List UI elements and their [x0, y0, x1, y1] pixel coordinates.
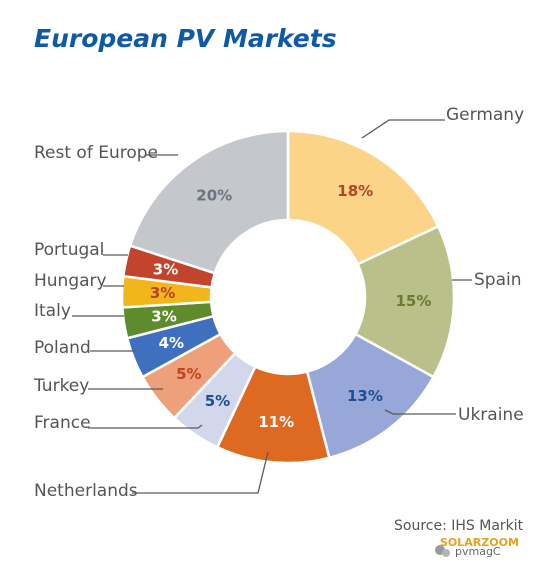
slice-germany: [286, 129, 440, 266]
chart-title: European PV Markets: [34, 24, 337, 53]
data-label-germany: 18%: [337, 182, 373, 200]
category-label-ukraine: Ukraine: [458, 405, 524, 425]
leader-line-france: [88, 424, 203, 429]
wechat-icon: [435, 545, 450, 557]
slice-spain: [353, 224, 456, 379]
data-label-italy: 3%: [151, 308, 176, 326]
watermark-account: pvmagC: [455, 545, 501, 558]
leader-line-netherlands: [132, 451, 269, 494]
category-label-hungary: Hungary: [34, 271, 107, 291]
category-label-rest-of-europe: Rest of Europe: [34, 143, 158, 163]
data-label-france: 5%: [205, 392, 230, 410]
data-label-ukraine: 13%: [347, 387, 383, 405]
category-label-turkey: Turkey: [33, 376, 89, 396]
data-label-rest-of-europe: 20%: [196, 186, 232, 204]
category-label-spain: Spain: [474, 270, 522, 290]
data-label-hungary: 3%: [150, 284, 175, 302]
category-label-germany: Germany: [446, 105, 524, 125]
source-note: Source: IHS Markit: [394, 518, 524, 534]
category-label-netherlands: Netherlands: [34, 481, 138, 501]
data-label-poland: 4%: [159, 334, 184, 352]
category-label-poland: Poland: [34, 338, 91, 358]
category-label-portugal: Portugal: [34, 240, 104, 260]
leader-line-germany: [361, 119, 445, 139]
category-label-italy: Italy: [34, 301, 71, 321]
data-label-spain: 15%: [395, 292, 431, 310]
data-label-turkey: 5%: [176, 365, 201, 383]
data-label-netherlands: 11%: [258, 413, 294, 431]
watermark-brand: SOLARZOOM: [440, 536, 519, 549]
slice-rest-of-europe: [128, 129, 290, 275]
watermark: SOLARZOOM pvmagC: [435, 536, 519, 558]
category-label-france: France: [34, 413, 91, 433]
data-label-portugal: 3%: [153, 261, 178, 279]
leader-line-ukraine: [384, 409, 456, 415]
